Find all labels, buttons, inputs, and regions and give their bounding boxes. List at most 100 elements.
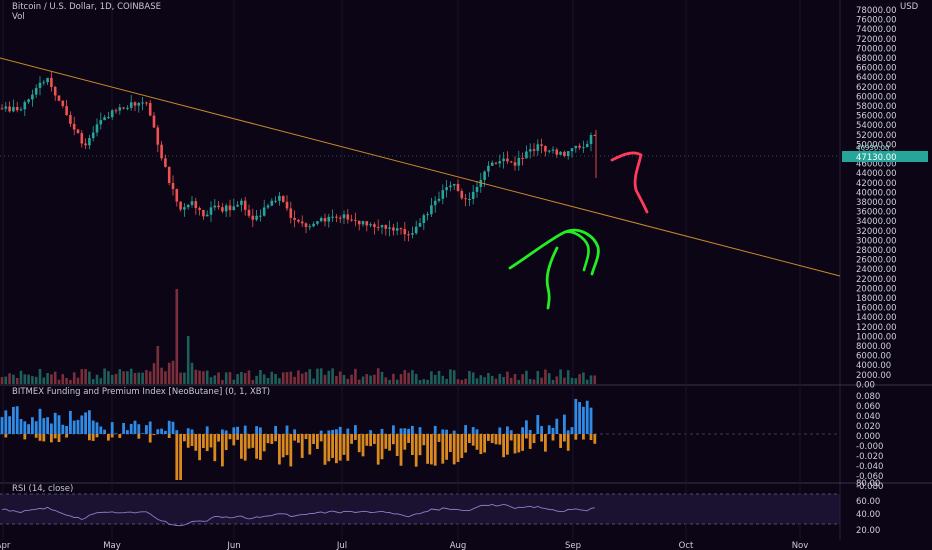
symbol-title[interactable]: Bitcoin / U.S. Dollar, 1D, COINBASE xyxy=(12,2,161,12)
funding-bar xyxy=(384,434,388,449)
funding-bar xyxy=(160,428,163,434)
trendline[interactable] xyxy=(0,57,841,277)
candle-body xyxy=(502,158,505,162)
funding-bar xyxy=(316,434,319,449)
funding-bar xyxy=(107,434,110,441)
rsi-line xyxy=(1,503,595,527)
candle-body xyxy=(426,214,429,216)
price-axis-label: 60000.00 xyxy=(856,92,897,102)
volume-bar xyxy=(88,371,91,384)
funding-bar xyxy=(190,429,194,434)
funding-bar xyxy=(490,434,494,444)
funding-bar xyxy=(593,434,597,444)
candle-body xyxy=(430,205,433,215)
price-axis-label: 26000.00 xyxy=(856,256,897,266)
funding-bar xyxy=(0,417,4,434)
funding-bar xyxy=(167,420,171,434)
annotation-green-inner-stroke[interactable] xyxy=(563,230,590,272)
time-axis[interactable]: Apr May Jun Jul Aug Sep Oct Nov xyxy=(0,541,808,550)
candle-body xyxy=(468,198,471,200)
candle-body xyxy=(445,187,448,191)
candle-body xyxy=(433,200,437,206)
rsi-axis[interactable]: 80.00 60.00 40.00 20.00 xyxy=(856,479,880,536)
volume-bar xyxy=(384,377,388,384)
volume-bar xyxy=(42,377,46,384)
volume-bar xyxy=(8,373,11,384)
annotation-green-drawing[interactable] xyxy=(508,228,600,310)
funding-bar xyxy=(190,434,194,447)
volume-bar xyxy=(441,375,445,384)
funding-indicator-title[interactable]: BITMEX Funding and Premium Index [NeoBut… xyxy=(12,387,270,397)
funding-bar xyxy=(12,406,15,434)
funding-bar xyxy=(80,415,84,434)
funding-bar xyxy=(335,429,338,434)
volume-bar xyxy=(122,371,125,384)
candle-body xyxy=(517,157,521,166)
candle-body xyxy=(133,102,137,106)
volume-bar xyxy=(426,379,429,384)
rsi-indicator-title[interactable]: RSI (14, close) xyxy=(12,484,73,494)
volume-bar xyxy=(475,378,479,384)
volume-bar xyxy=(0,377,4,384)
price-axis-label: 56000.00 xyxy=(856,112,897,122)
price-axis-label: 40000.00 xyxy=(856,188,897,198)
funding-bar xyxy=(228,434,232,440)
price-axis[interactable]: 78000.0076000.0074000.0072000.0070000.00… xyxy=(856,6,897,390)
volume-bar xyxy=(418,379,422,384)
funding-bar xyxy=(259,434,262,460)
candle-body xyxy=(137,103,141,106)
funding-bar xyxy=(464,425,467,434)
funding-bar xyxy=(209,434,213,448)
candle-body xyxy=(494,162,498,164)
candle-body xyxy=(4,106,8,109)
funding-bar xyxy=(194,434,198,451)
volume-bar xyxy=(209,377,213,384)
volume-bar xyxy=(31,376,34,384)
volume-bar xyxy=(373,374,376,384)
funding-bar xyxy=(243,425,247,434)
funding-bar xyxy=(213,434,217,462)
candle-body xyxy=(31,94,34,100)
volume-bar xyxy=(129,368,133,384)
price-axis-label: 14000.00 xyxy=(856,313,897,323)
candle-body xyxy=(53,86,57,96)
funding-bar xyxy=(164,430,167,434)
funding-bar xyxy=(236,434,239,440)
volume-bar xyxy=(266,378,270,384)
price-axis-label: 64000.00 xyxy=(856,73,897,83)
candle-body xyxy=(141,102,144,104)
funding-bar xyxy=(487,434,490,441)
candle-body xyxy=(289,208,293,218)
volume-bar xyxy=(544,369,547,384)
funding-bar xyxy=(38,408,42,434)
funding-bar xyxy=(338,426,342,434)
funding-bar xyxy=(430,434,433,465)
volume-bar xyxy=(395,379,399,384)
volume-bar xyxy=(551,379,555,384)
candlesticks[interactable] xyxy=(0,71,597,242)
funding-axis[interactable]: 0.0800.0600.0400.0200.000-0.000-0.020-0.… xyxy=(856,392,883,492)
candle-body xyxy=(422,215,426,224)
volume-bar xyxy=(452,370,456,384)
time-axis-label: Jun xyxy=(226,541,240,550)
candle-body xyxy=(513,162,517,166)
volume-label[interactable]: Vol xyxy=(12,12,25,22)
candle-body xyxy=(179,201,182,210)
funding-bar xyxy=(445,429,448,434)
annotation-red-drawing[interactable] xyxy=(610,151,649,214)
volume-bar xyxy=(285,372,289,384)
candle-body xyxy=(262,207,266,216)
candle-body xyxy=(152,115,156,128)
volume-bar xyxy=(414,373,418,384)
price-axis-label: 58000.00 xyxy=(856,102,897,112)
funding-bar xyxy=(175,430,179,434)
funding-bar xyxy=(27,424,30,434)
volume-bar xyxy=(585,379,589,384)
volume-bar xyxy=(365,374,369,384)
funding-bar xyxy=(65,434,68,438)
candle-body xyxy=(316,221,319,224)
candle-body xyxy=(209,207,213,215)
candle-body xyxy=(392,227,395,231)
